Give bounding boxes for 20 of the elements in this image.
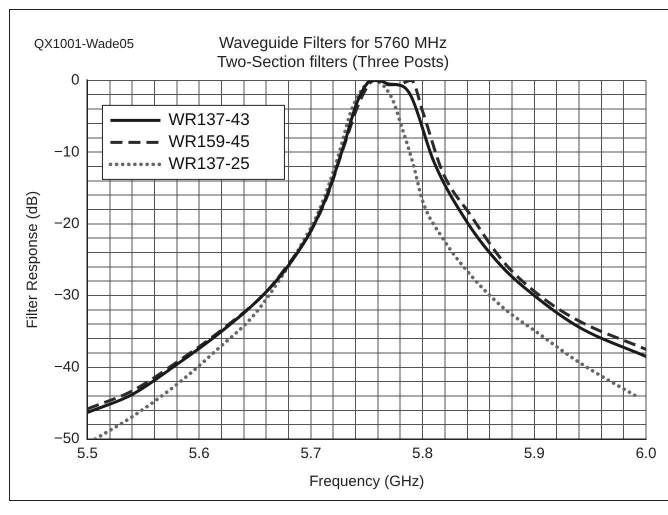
y-tick-label: 0 [71, 72, 80, 89]
text: QX1001-Wade05 [34, 36, 134, 51]
x-tick-label: 5.6 [188, 445, 210, 462]
legend-label: WR159-45 [168, 132, 250, 152]
y-tick-label: −20 [54, 214, 80, 232]
y-tick-label: −50 [54, 430, 80, 448]
x-tick-label: 5.5 [77, 445, 98, 462]
legend-label: WR137-43 [168, 110, 250, 130]
y-tick-label: −30 [54, 286, 80, 304]
text: Waveguide Filters for 5760 MHz [219, 35, 447, 52]
y-tick-label: −40 [54, 358, 80, 376]
legend-label: WR137-25 [168, 154, 250, 174]
x-tick-label: 5.9 [524, 445, 545, 462]
x-tick-label: 6.0 [636, 445, 656, 462]
y-axis-title: Filter Response (dB) [24, 190, 42, 328]
text: Two-Section filters (Three Posts) [216, 54, 450, 72]
y-tick-label: −10 [54, 143, 80, 160]
x-axis-title: Frequency (GHz) [309, 473, 424, 490]
x-tick-label: 5.8 [412, 445, 434, 462]
x-tick-label: 5.7 [300, 445, 322, 462]
